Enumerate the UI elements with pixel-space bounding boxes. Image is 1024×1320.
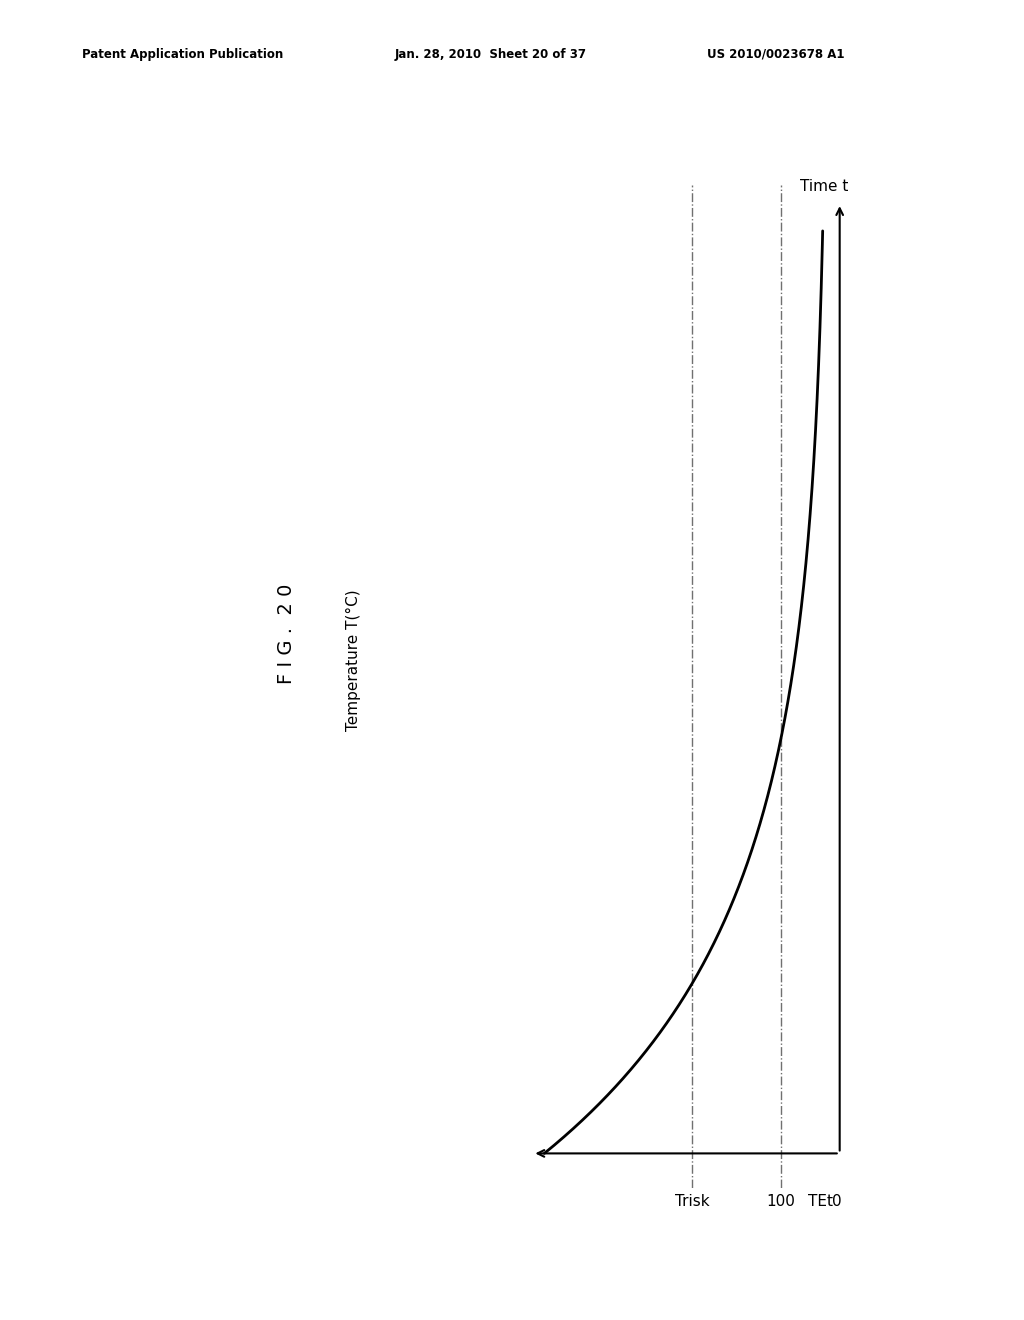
Text: Time t: Time t [800,180,849,194]
Text: Trisk: Trisk [675,1193,710,1209]
Text: TE: TE [808,1193,826,1209]
Text: Patent Application Publication: Patent Application Publication [82,48,284,61]
Text: Temperature T(°C): Temperature T(°C) [346,589,360,731]
Text: Jan. 28, 2010  Sheet 20 of 37: Jan. 28, 2010 Sheet 20 of 37 [394,48,586,61]
Text: t0: t0 [827,1193,843,1209]
Text: 100: 100 [766,1193,795,1209]
Text: US 2010/0023678 A1: US 2010/0023678 A1 [707,48,844,61]
Text: F I G .  2 0: F I G . 2 0 [278,583,296,684]
